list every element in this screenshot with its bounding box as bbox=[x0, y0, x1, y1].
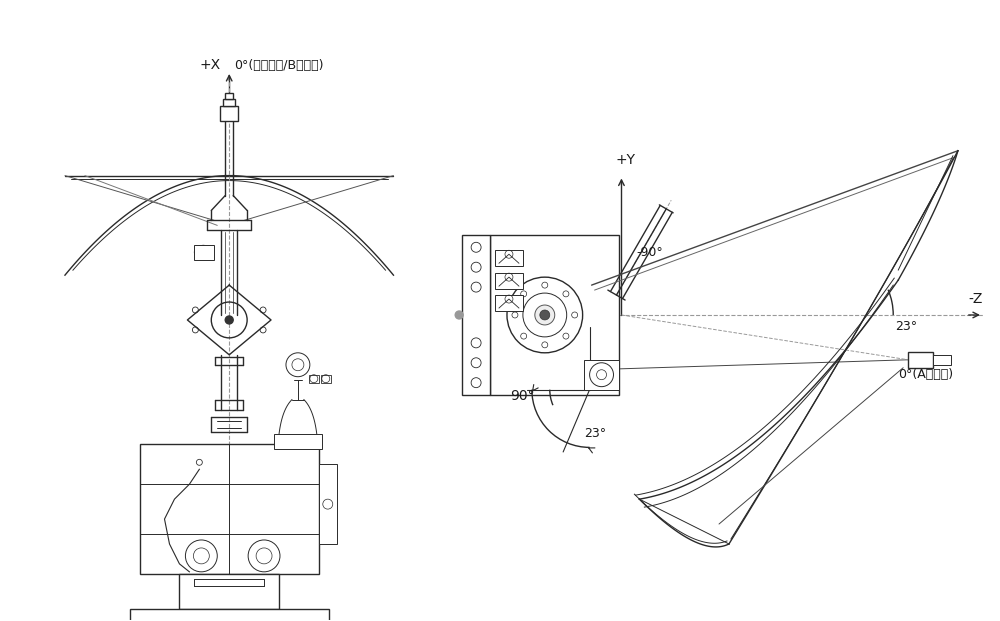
Text: +X: +X bbox=[199, 58, 220, 72]
Circle shape bbox=[540, 310, 550, 320]
Bar bbox=[309, 374, 319, 383]
Text: -90°: -90° bbox=[636, 247, 663, 260]
Circle shape bbox=[225, 316, 233, 324]
Text: +Y: +Y bbox=[615, 153, 635, 166]
Circle shape bbox=[455, 311, 463, 319]
Circle shape bbox=[535, 305, 555, 325]
Bar bbox=[495, 273, 523, 289]
Text: -Z: -Z bbox=[968, 292, 982, 306]
Bar bbox=[223, 99, 235, 106]
Text: 23°: 23° bbox=[585, 427, 607, 440]
Bar bbox=[321, 374, 331, 383]
Bar bbox=[908, 352, 933, 368]
Bar bbox=[140, 445, 319, 574]
Text: 0°(系统零位/B轴零位): 0°(系统零位/B轴零位) bbox=[234, 59, 324, 72]
Bar bbox=[225, 93, 233, 99]
Bar bbox=[495, 295, 523, 311]
Text: 23°: 23° bbox=[895, 320, 917, 333]
Bar bbox=[490, 235, 619, 394]
Bar bbox=[274, 435, 322, 450]
Bar bbox=[319, 465, 337, 544]
Text: 0°(A轴零位): 0°(A轴零位) bbox=[898, 368, 953, 381]
Bar bbox=[462, 235, 490, 394]
Bar bbox=[495, 250, 523, 266]
Bar bbox=[130, 609, 329, 621]
Bar bbox=[220, 106, 238, 121]
Bar bbox=[179, 574, 279, 609]
Bar bbox=[584, 360, 619, 389]
Text: 90°: 90° bbox=[510, 389, 535, 402]
Bar bbox=[933, 355, 951, 365]
Bar bbox=[194, 245, 214, 260]
